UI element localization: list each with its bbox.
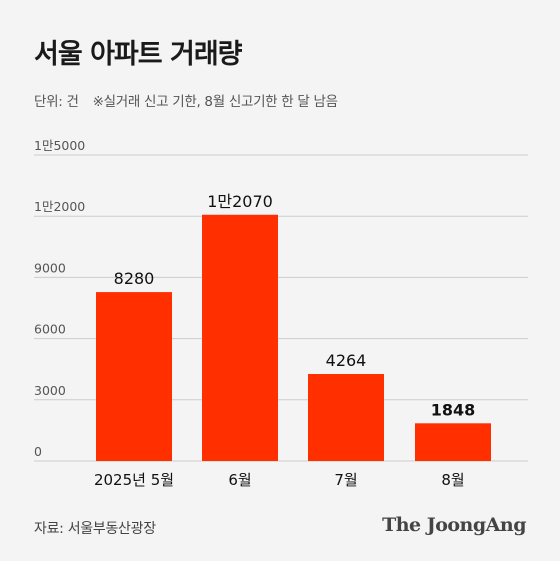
publisher-logo: The JoongAng <box>382 514 526 536</box>
deadline-note: ※실거래 신고 기한, 8월 신고기한 한 달 남음 <box>92 94 338 110</box>
y-tick-label: 1만2000 <box>34 199 85 214</box>
chart-title: 서울 아파트 거래량 <box>34 39 243 70</box>
y-tick-label: 6000 <box>34 322 66 337</box>
bar <box>96 292 172 461</box>
bar <box>308 374 384 461</box>
y-tick-label: 9000 <box>34 260 66 275</box>
bar <box>202 214 278 461</box>
x-tick-label: 6월 <box>228 471 251 489</box>
bar-value-label: 8280 <box>114 269 155 288</box>
y-tick-label: 1만5000 <box>34 138 85 153</box>
x-tick-label: 2025년 5월 <box>94 471 174 489</box>
y-tick-label: 0 <box>34 444 42 459</box>
bar-value-label: 4264 <box>326 351 367 370</box>
source-note: 자료: 서울부동산광장 <box>34 521 156 537</box>
bar-value-label: 1848 <box>431 400 476 419</box>
x-tick-label: 8월 <box>441 471 464 489</box>
bar <box>415 423 491 461</box>
chart-subtitle: 단위: 건 ※실거래 신고 기한, 8월 신고기한 한 달 남음 <box>34 90 338 110</box>
bar-value-label: 1만2070 <box>207 192 273 211</box>
x-tick-label: 7월 <box>334 471 357 489</box>
unit-label: 단위: 건 <box>34 94 79 110</box>
y-tick-label: 3000 <box>34 383 66 398</box>
